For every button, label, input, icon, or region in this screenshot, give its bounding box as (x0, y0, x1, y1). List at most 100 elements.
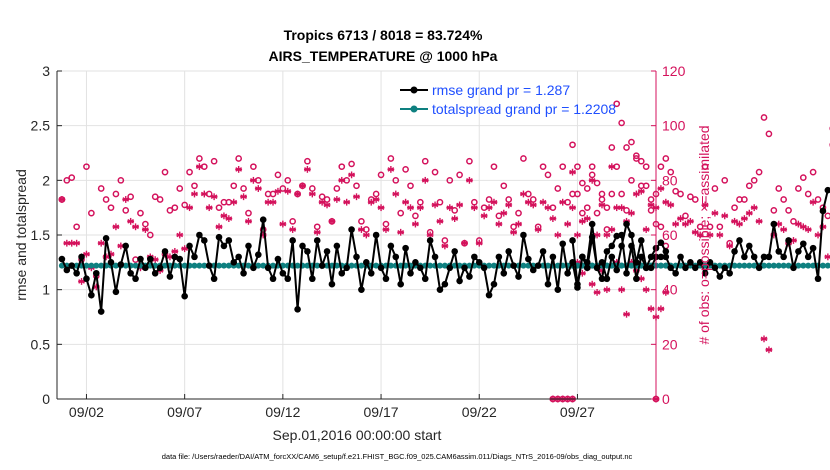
rmse-point (102, 234, 110, 242)
rmse-point (323, 248, 331, 255)
totalspread-point (255, 262, 262, 269)
obs-assimilated-marker (755, 217, 763, 225)
totalspread-point (294, 262, 301, 269)
obs-assimilated-marker (603, 231, 611, 239)
obs-possible-marker (588, 163, 596, 171)
totalspread-point (181, 262, 188, 269)
rmse-point (250, 264, 257, 272)
obs-assimilated-marker (58, 196, 66, 203)
rmse-point (809, 244, 817, 252)
obs-possible-marker (137, 209, 144, 217)
obs-possible-marker (402, 166, 409, 173)
rmse-point (510, 262, 517, 269)
obs-assimilated-marker (407, 204, 414, 212)
obs-possible-marker (412, 212, 419, 220)
obs-assimilated-marker (628, 209, 635, 217)
rmse-point (146, 255, 154, 263)
obs-possible-marker (88, 209, 95, 217)
obs-assimilated-marker (141, 226, 149, 233)
y-tick-label: 3 (42, 63, 50, 79)
rmse-point (88, 291, 95, 299)
totalspread-point (702, 262, 709, 269)
obs-assimilated-marker (225, 215, 233, 222)
obs-assimilated-marker (569, 204, 576, 212)
rmse-point (603, 275, 611, 283)
rmse-point (637, 237, 645, 244)
rmse-point (92, 269, 100, 277)
rmse-point (726, 269, 733, 277)
obs-assimilated-marker (780, 226, 788, 233)
obs-possible-marker (387, 155, 395, 162)
obs-possible-marker (127, 193, 134, 201)
rmse-point (73, 269, 80, 277)
obs-possible-marker (579, 179, 586, 187)
obs-assimilated-marker (122, 196, 130, 203)
obs-assimilated-marker (657, 305, 665, 313)
rmse-point (677, 253, 684, 261)
rmse-point (525, 255, 532, 263)
totalspread-point (122, 262, 129, 269)
obs-possible-marker (677, 190, 684, 198)
obs-possible-marker (613, 100, 621, 108)
rmse-point (358, 286, 365, 293)
rmse-point (721, 264, 729, 272)
obs-assimilated-marker (240, 193, 247, 201)
obs-assimilated-marker (112, 223, 120, 231)
totalspread-point (716, 262, 723, 269)
rmse-point (485, 291, 493, 299)
obs-possible-marker (323, 196, 331, 203)
obs-assimilated-marker (603, 286, 611, 294)
y-right-tick-label: 20 (662, 336, 678, 352)
obs-assimilated-marker (696, 231, 704, 239)
obs-assimilated-marker (583, 215, 591, 222)
obs-possible-marker (333, 185, 341, 192)
legend-rmse-label: rmse grand pr = 1.287 (432, 82, 570, 98)
obs-assimilated-marker (416, 204, 424, 212)
y-right-tick-label: 100 (662, 118, 686, 134)
legend-spread-marker (410, 105, 418, 113)
obs-possible-marker (544, 171, 552, 179)
obs-assimilated-marker (362, 231, 370, 239)
rmse-point (819, 207, 827, 215)
y-tick-label: 2 (42, 172, 50, 188)
rmse-point (790, 264, 797, 272)
rmse-point (755, 264, 763, 272)
obs-possible-marker (824, 212, 830, 220)
y-right-tick-label: 0 (662, 391, 670, 407)
obs-possible-marker (529, 196, 537, 203)
totalspread-point (795, 262, 802, 269)
obs-possible-marker (441, 237, 449, 244)
obs-possible-marker (623, 144, 630, 151)
rmse-point (299, 242, 306, 250)
x-axis-label: Sep.01,2016 00:00:00 start (273, 427, 442, 443)
obs-possible-marker (358, 217, 365, 225)
obs-assimilated-marker (215, 223, 223, 231)
totalspread-point (736, 262, 743, 269)
rmse-point (549, 253, 557, 261)
rmse-point (633, 275, 640, 283)
obs-possible-marker (392, 176, 400, 184)
rmse-point (210, 275, 218, 283)
obs-assimilated-marker (642, 286, 650, 294)
rmse-point (799, 240, 807, 248)
obs-possible-marker (407, 182, 414, 190)
rmse-point (593, 264, 601, 272)
obs-possible-marker (161, 168, 169, 176)
rmse-point (117, 261, 125, 268)
rmse-point (318, 262, 326, 269)
totalspread-point (505, 262, 512, 269)
totalspread-point (220, 262, 227, 269)
rmse-point (264, 264, 272, 272)
totalspread-point (775, 262, 782, 269)
obs-possible-marker (117, 176, 125, 184)
obs-possible-marker (623, 207, 630, 214)
rmse-point (770, 220, 778, 228)
totalspread-point (746, 262, 753, 269)
obs-assimilated-marker (431, 201, 439, 209)
chart-title-line1: Tropics 6713 / 8018 = 83.724% (284, 27, 483, 43)
obs-possible-marker (466, 157, 473, 165)
obs-possible-marker (799, 174, 807, 181)
obs-assimilated-marker (269, 198, 277, 206)
obs-assimilated-marker (235, 166, 243, 173)
obs-assimilated-marker (740, 215, 748, 222)
